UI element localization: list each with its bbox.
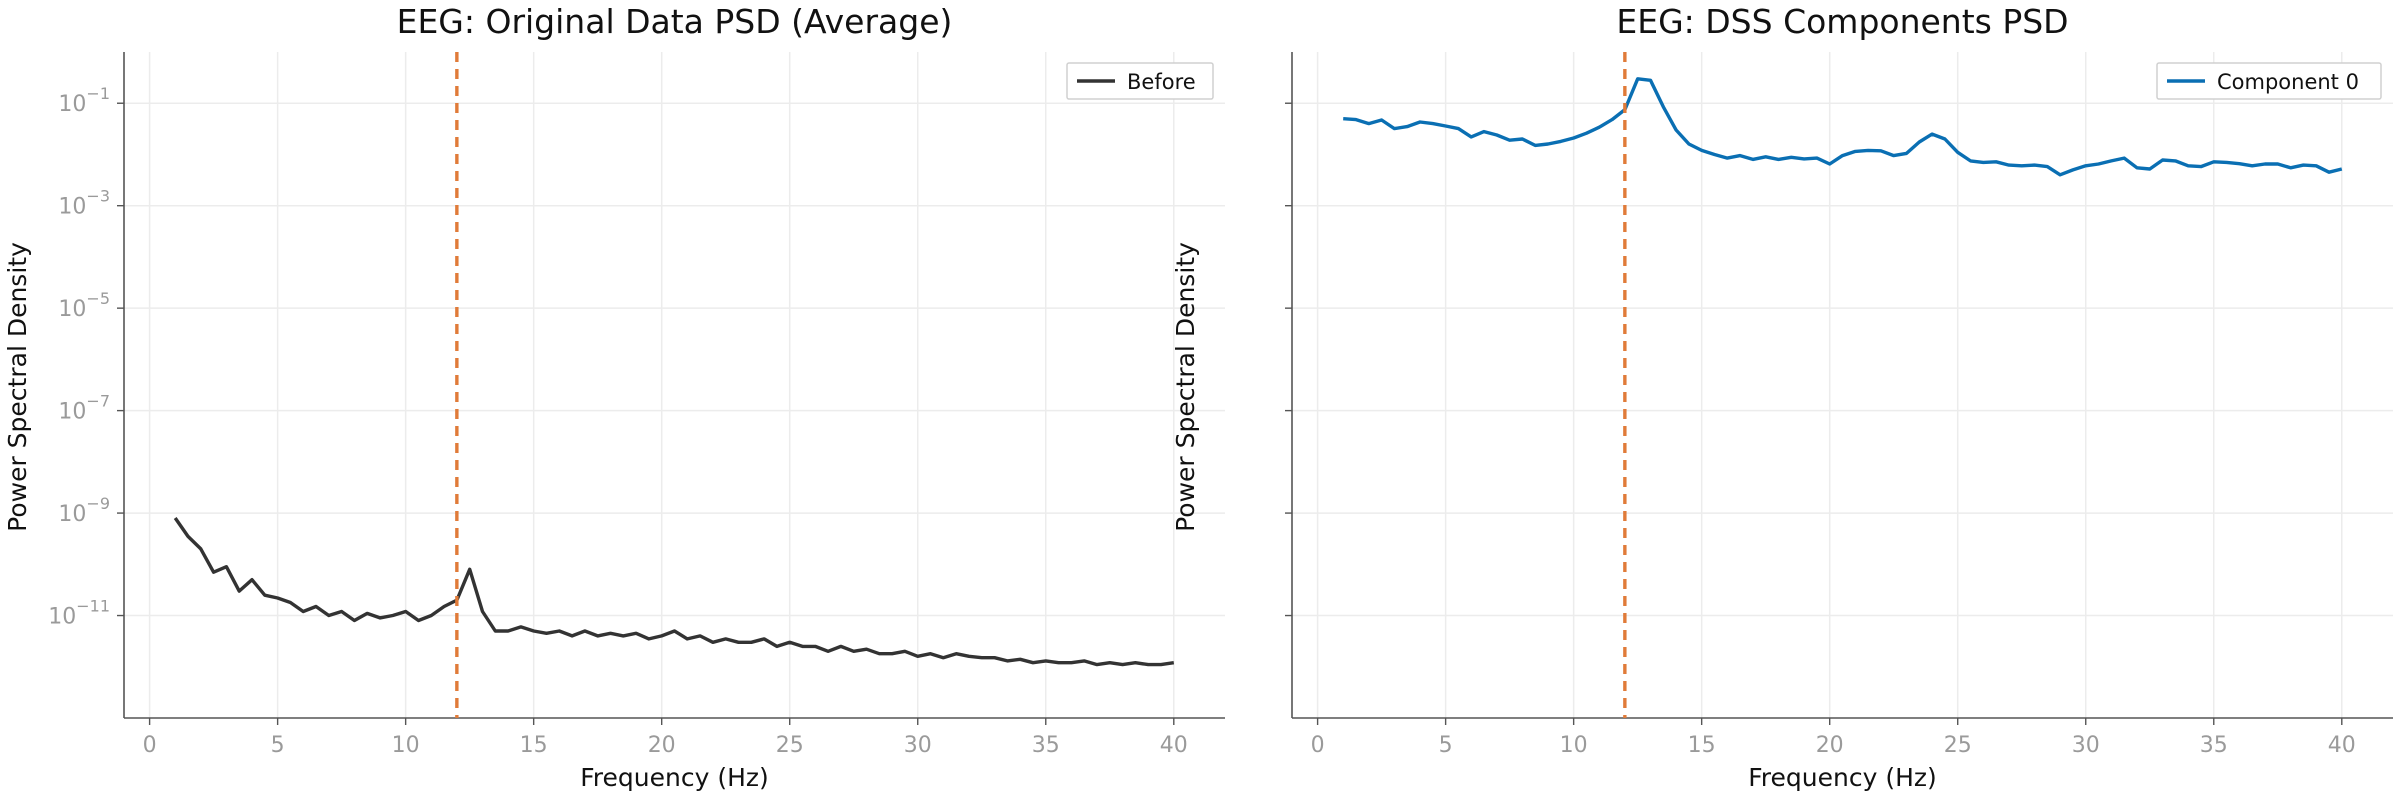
y-tick-base: 10: [58, 92, 86, 117]
y-tick-base: 10: [58, 195, 86, 220]
y-tick-exponent: −3: [86, 187, 110, 206]
y-axis-label: Power Spectral Density: [3, 242, 32, 532]
y-tick-label: 10−1: [58, 84, 110, 117]
legend: Component 0: [2156, 62, 2382, 100]
y-tick-exponent: −11: [76, 597, 110, 616]
x-tick-label: 10: [392, 733, 420, 758]
y-tick-label: 10−9: [58, 494, 110, 527]
panel-dss-components-psd: 0 5 10 15 20 25 30 35 40 EEG: DSS Components PSD F…: [1171, 2, 2393, 792]
x-tick-label: 35: [2200, 733, 2228, 758]
x-tick-label: 30: [2072, 733, 2100, 758]
x-tick-label: 30: [904, 733, 932, 758]
chart-title: EEG: DSS Components PSD: [1616, 2, 2068, 41]
x-tick-label: 25: [1944, 733, 1972, 758]
y-tick-label: 10−3: [58, 187, 110, 220]
x-tick-label: 20: [648, 733, 676, 758]
x-tick-label: 35: [1032, 733, 1060, 758]
x-tick-label: 25: [776, 733, 804, 758]
legend-box: [2156, 62, 2382, 100]
legend-box: [1066, 62, 1214, 100]
y-axis-label: Power Spectral Density: [1171, 242, 1200, 532]
y-tick-base: 10: [58, 297, 86, 322]
y-tick-base: 10: [48, 605, 76, 630]
chart-title: EEG: Original Data PSD (Average): [397, 2, 953, 41]
series-line: [1343, 77, 2343, 177]
x-tick-label: 40: [2328, 733, 2356, 758]
x-tick-label: 15: [520, 733, 548, 758]
panel-original-psd: 0 5 10 15 20 25 30 35 4010−110−310−510−710−910−1…: [3, 2, 1225, 792]
y-tick-exponent: −5: [86, 289, 110, 308]
y-tick-exponent: −9: [86, 494, 110, 513]
y-tick-label: 10−11: [48, 597, 110, 630]
y-tick-label: 10−7: [58, 392, 110, 425]
x-tick-label: 40: [1160, 733, 1188, 758]
x-tick-label: 5: [1439, 733, 1453, 758]
y-tick-exponent: −1: [86, 84, 110, 103]
legend-label: Component 0: [2217, 70, 2359, 94]
x-tick-label: 0: [143, 733, 157, 758]
x-tick-label: 10: [1560, 733, 1588, 758]
x-tick-label: 15: [1688, 733, 1716, 758]
series-line: [173, 517, 1175, 667]
x-axis-label: Frequency (Hz): [580, 763, 769, 792]
y-tick-exponent: −7: [86, 392, 110, 411]
x-axis-label: Frequency (Hz): [1748, 763, 1937, 792]
x-tick-label: 0: [1311, 733, 1325, 758]
y-tick-base: 10: [58, 502, 86, 527]
x-tick-label: 5: [271, 733, 285, 758]
legend-label: Before: [1127, 70, 1196, 94]
x-tick-label: 20: [1816, 733, 1844, 758]
y-tick-label: 10−5: [58, 289, 110, 322]
legend: Before: [1066, 62, 1214, 100]
y-tick-base: 10: [58, 400, 86, 425]
grid: [124, 52, 1225, 718]
grid: [1292, 52, 2393, 718]
